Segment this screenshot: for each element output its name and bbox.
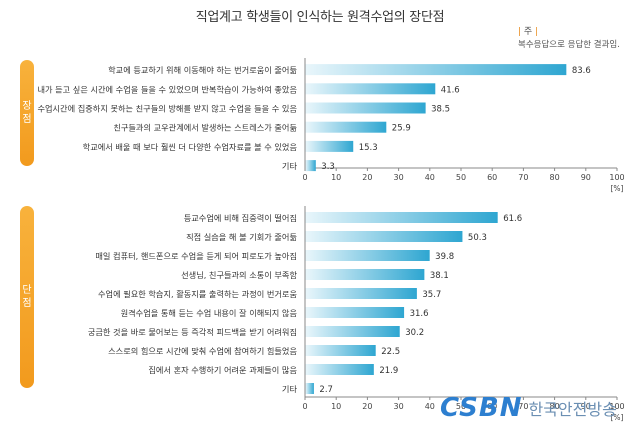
group-label-char: 장 [22, 101, 32, 112]
data-label: 22.5 [381, 347, 400, 357]
bar [305, 364, 374, 375]
bar [305, 250, 430, 261]
watermark-logo: CSBN [440, 393, 523, 423]
note-text: 복수응답으로 응답한 결과임. [518, 40, 620, 50]
category-label: 수업에 필요한 학습지, 활동지를 출력하는 과정이 번거로움 [98, 289, 297, 299]
category-label: 내가 듣고 싶은 시간에 수업을 들을 수 있었으며 반복학습이 가능하여 좋았… [37, 84, 297, 94]
x-tick-label: 20 [362, 173, 372, 182]
note-label-text: 주 [523, 27, 533, 37]
unit-label: [%] [611, 413, 624, 422]
group-label-char: 점 [22, 114, 32, 125]
x-tick-label: 70 [518, 402, 528, 411]
category-label: 집에서 혼자 수행하기 어려운 과제들이 많음 [148, 365, 297, 375]
data-label: 50.3 [468, 233, 487, 243]
category-label: 학교에서 배울 때 보다 훨씬 더 다양한 수업자료를 볼 수 있었음 [83, 142, 298, 152]
x-tick-label: 100 [609, 173, 624, 182]
category-label: 스스로의 힘으로 시간에 맞춰 수업에 참여하기 힘들었음 [108, 346, 297, 356]
data-label: 2.7 [319, 385, 333, 395]
category-label: 선생님, 친구들과의 소통이 부족함 [181, 270, 297, 280]
data-label: 41.6 [441, 85, 460, 95]
category-label: 궁금한 것을 바로 물어보는 등 즉각적 피드백을 받기 어려워짐 [88, 327, 297, 337]
watermark-name: 한국안전방송 [528, 400, 617, 419]
bar [305, 269, 425, 280]
x-tick-label: 0 [302, 402, 307, 411]
bar [305, 345, 376, 356]
category-label: 학교에 등교하기 위해 이동해야 하는 번거로움이 줄어듦 [108, 65, 297, 75]
category-label: 매일 컴퓨터, 핸드폰으로 수업을 듣게 되어 피로도가 높아짐 [95, 251, 297, 261]
bar [305, 83, 436, 95]
watermark: CSBN 한국안전방송 [440, 393, 617, 423]
bar [305, 231, 463, 242]
bar [305, 102, 426, 114]
x-tick-label: 30 [394, 173, 404, 182]
x-tick-label: 50 [456, 402, 466, 411]
x-tick-label: 50 [456, 173, 466, 182]
data-label: 35.7 [422, 290, 441, 300]
bar [305, 121, 387, 133]
category-label: 기타 [282, 161, 298, 171]
category-label: 친구들과의 교우관계에서 발생하는 스트레스가 줄어듦 [113, 123, 297, 133]
bar [305, 212, 498, 223]
data-label: 38.1 [430, 271, 449, 281]
x-tick-label: 0 [302, 173, 307, 182]
category-label: 기타 [282, 384, 298, 394]
note-label: | 주 | [518, 27, 539, 37]
category-label: 직접 실습을 해 볼 기회가 줄어듦 [186, 232, 297, 242]
data-label: 15.3 [359, 143, 378, 153]
x-tick-label: 40 [425, 402, 435, 411]
bar [305, 383, 314, 394]
x-tick-label: 90 [581, 402, 591, 411]
data-label: 38.5 [431, 105, 450, 115]
data-label: 21.9 [379, 366, 398, 376]
x-tick-label: 70 [518, 173, 528, 182]
x-tick-label: 10 [331, 402, 341, 411]
x-tick-label: 80 [550, 173, 560, 182]
data-label: 25.9 [392, 124, 411, 134]
bar [305, 64, 567, 76]
x-tick-label: 60 [487, 402, 497, 411]
chart-title: 직업계고 학생들이 인식하는 원격수업의 장단점 [195, 10, 445, 25]
unit-label: [%] [611, 184, 624, 193]
data-label: 39.8 [435, 252, 454, 262]
bar [305, 326, 400, 337]
x-tick-label: 40 [425, 173, 435, 182]
data-label: 3.3 [321, 162, 335, 172]
category-label: 수업시간에 집중하지 못하는 친구들의 방해를 받지 않고 수업을 들을 수 있… [37, 104, 297, 114]
x-tick-label: 100 [609, 402, 624, 411]
x-tick-label: 10 [331, 173, 341, 182]
category-label: 등교수업에 비해 집중력이 떨어짐 [184, 213, 297, 223]
data-label: 83.6 [572, 66, 591, 76]
x-tick-label: 20 [362, 402, 372, 411]
data-label: 31.6 [410, 309, 429, 319]
x-tick-label: 80 [550, 402, 560, 411]
bar [305, 160, 316, 172]
bar [305, 140, 354, 152]
bar [305, 288, 417, 299]
data-label: 30.2 [405, 328, 424, 338]
data-label: 61.6 [503, 214, 522, 224]
group-label-char: 점 [22, 298, 32, 309]
x-tick-label: 60 [487, 173, 497, 182]
group-label-char: 단 [22, 285, 32, 296]
x-tick-label: 90 [581, 173, 591, 182]
x-tick-label: 30 [394, 402, 404, 411]
bar [305, 307, 405, 318]
category-label: 원격수업을 통해 듣는 수업 내용이 잘 이해되지 않음 [121, 308, 298, 318]
